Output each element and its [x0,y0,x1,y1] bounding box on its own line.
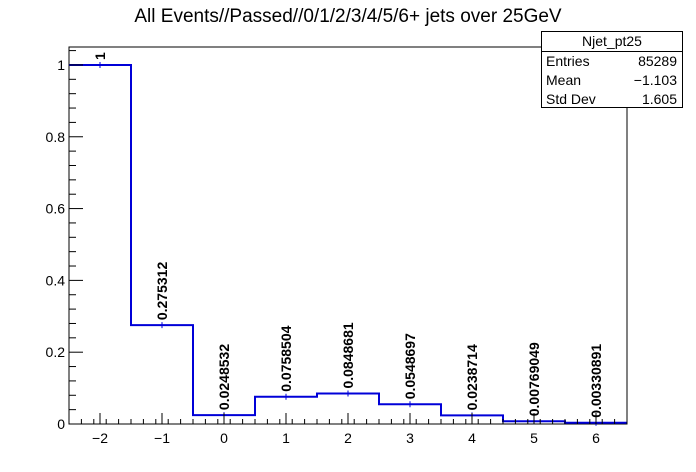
x-tick-label: 1 [282,430,290,446]
bin-value-label: 0.0548697 [402,333,418,399]
y-tick-label: 1 [57,57,65,73]
x-tick-label: 2 [344,430,352,446]
chart-title: All Events//Passed//0/1/2/3/4/5/6+ jets … [134,6,562,27]
stats-box-name: Njet_pt25 [542,32,682,52]
x-tick-label: 4 [468,430,476,446]
x-tick-label: −1 [154,430,170,446]
bin-value-label: 0.0848681 [340,322,356,388]
bin-value-label: 1 [92,52,108,60]
mean-value: −1.103 [633,72,677,88]
entries-value: 85289 [638,53,677,69]
stddev-label: Std Dev [546,91,596,107]
stddev-value: 1.605 [641,91,677,107]
stats-row-entries: Entries 85289 [542,52,682,71]
x-tick-label: 5 [530,430,538,446]
stats-row-stddev: Std Dev 1.605 [542,90,682,109]
bin-value-label: 0.00330891 [588,344,604,418]
stats-box: Njet_pt25 Entries 85289 Mean −1.103 Std … [541,31,683,108]
bin-value-label: 0.00769049 [526,342,542,416]
bin-value-label: 0.0248532 [216,344,232,410]
x-tick-label: 0 [220,430,228,446]
x-tick-label: 3 [406,430,414,446]
x-tick-label: 6 [592,430,600,446]
mean-label: Mean [546,72,582,88]
y-tick-label: 0 [57,416,65,432]
x-tick-label: −2 [92,430,108,446]
y-tick-label: 0.8 [46,129,66,145]
stats-row-mean: Mean −1.103 [542,71,682,90]
bin-value-label: 0.0238714 [464,344,480,410]
y-tick-label: 0.4 [46,272,66,288]
bin-value-label: 0.275312 [154,262,170,321]
entries-label: Entries [546,53,590,69]
y-tick-label: 0.6 [46,201,66,217]
y-tick-label: 0.2 [46,344,66,360]
bin-value-label: 0.0758504 [278,325,294,391]
